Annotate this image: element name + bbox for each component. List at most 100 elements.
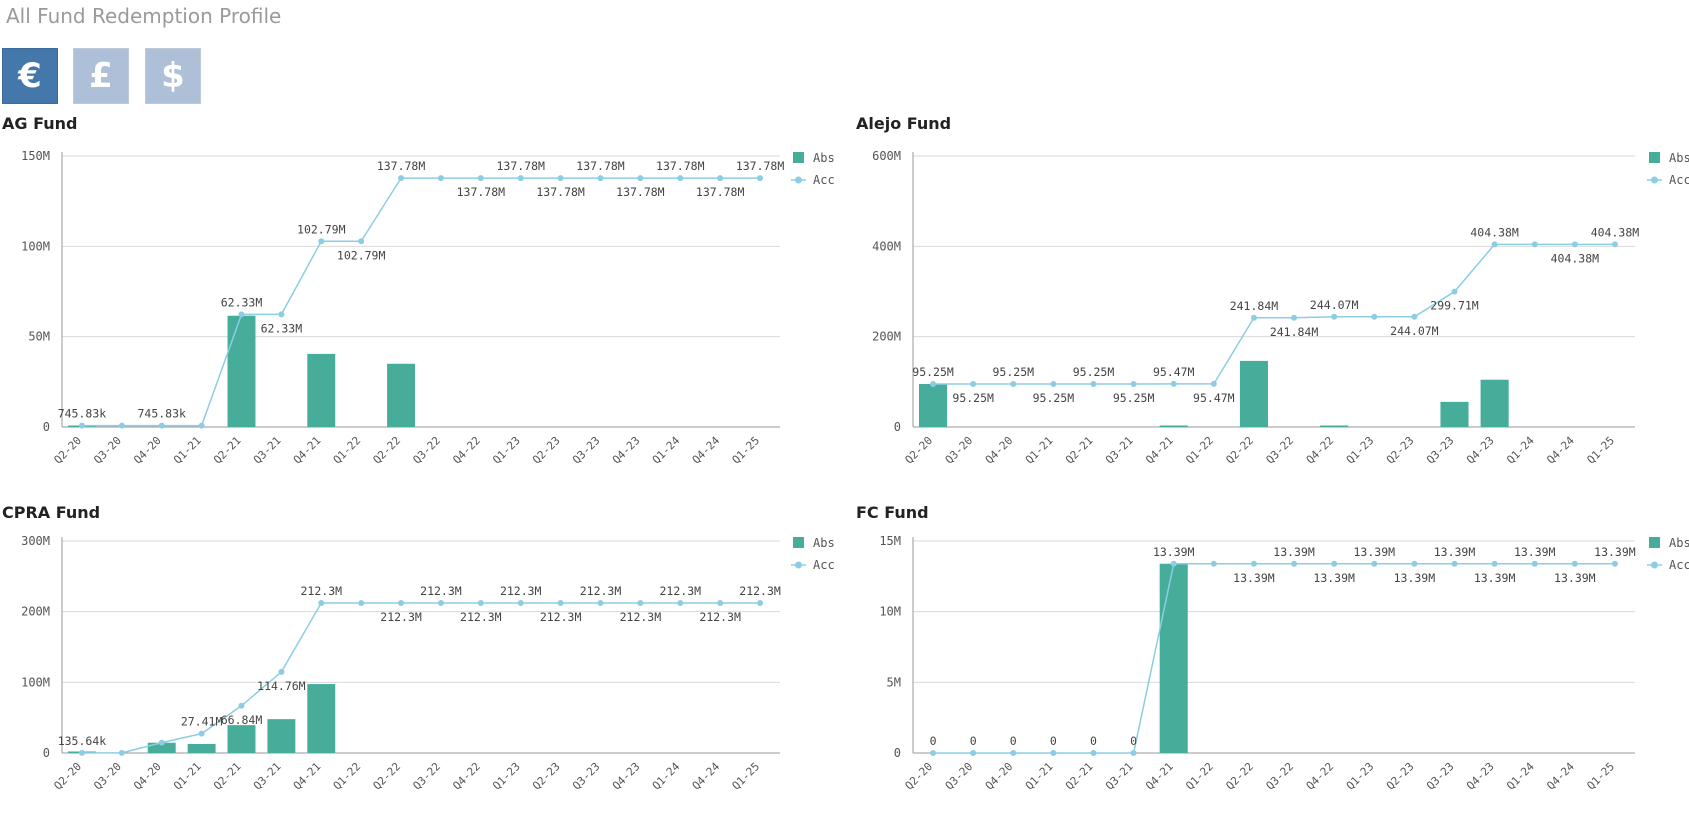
currency-pound-button[interactable]: £ [73, 48, 129, 104]
x-tick-label: Q1-22 [1183, 760, 1216, 793]
point-acc [118, 749, 125, 756]
legend-label-abs: Abs [813, 151, 835, 165]
bar-abs [307, 684, 336, 753]
legend-swatch-abs [793, 152, 804, 163]
point-acc [1050, 380, 1057, 387]
data-label: 241.84M [1230, 299, 1279, 313]
y-tick-label: 150M [21, 149, 50, 163]
data-label: 102.79M [337, 248, 386, 262]
data-label: 137.78M [696, 185, 745, 199]
data-label: 212.3M [460, 610, 502, 624]
x-tick-label: Q4-21 [1143, 760, 1176, 793]
point-acc [637, 175, 644, 182]
point-acc [1411, 560, 1418, 567]
point-acc [717, 175, 724, 182]
point-acc [278, 668, 285, 675]
data-label: 13.39M [1514, 545, 1556, 559]
y-tick-label: 600M [872, 149, 901, 163]
point-acc [1531, 560, 1538, 567]
point-acc [278, 311, 285, 318]
currency-euro-button[interactable]: € [2, 48, 58, 104]
legend-marker-acc [1651, 561, 1658, 569]
x-tick-label: Q3-20 [943, 434, 976, 467]
point-acc [358, 599, 365, 606]
legend-label-acc: Acc [1669, 173, 1689, 187]
data-label: 13.39M [1273, 545, 1315, 559]
x-tick-label: Q2-20 [51, 760, 84, 793]
x-tick-label: Q4-22 [450, 434, 483, 467]
data-label: 137.78M [457, 185, 506, 199]
x-tick-label: Q3-20 [943, 760, 976, 793]
bar-abs [187, 743, 216, 753]
data-label: 404.38M [1591, 225, 1640, 239]
x-tick-label: Q1-25 [730, 434, 763, 467]
point-acc [1371, 560, 1378, 567]
legend-label-abs: Abs [1669, 151, 1689, 165]
point-acc [78, 422, 85, 429]
x-tick-label: Q4-24 [690, 434, 723, 467]
point-acc [1611, 560, 1618, 567]
currency-dollar-button[interactable]: $ [145, 48, 201, 104]
y-tick-label: 100M [21, 239, 50, 253]
legend-label-acc: Acc [813, 558, 835, 572]
point-acc [1250, 560, 1257, 567]
x-tick-label: Q2-21 [211, 434, 244, 467]
x-tick-label: Q4-20 [983, 434, 1016, 467]
point-acc [1250, 314, 1257, 321]
x-tick-label: Q2-21 [1063, 434, 1096, 467]
page-title: All Fund Redemption Profile [6, 4, 282, 28]
point-acc [158, 739, 165, 746]
point-acc [1210, 560, 1217, 567]
data-label: 137.78M [616, 185, 665, 199]
x-tick-label: Q2-23 [1384, 760, 1417, 793]
data-label: 404.38M [1470, 225, 1519, 239]
x-tick-label: Q4-23 [1464, 434, 1497, 467]
legend-label-abs: Abs [813, 536, 835, 550]
point-acc [757, 599, 764, 606]
point-acc [318, 599, 325, 606]
chart-title-fc-fund: FC Fund [856, 503, 929, 522]
data-label: 212.3M [301, 584, 343, 598]
chart-title-alejo-fund: Alejo Fund [856, 114, 952, 133]
data-label: 27.41M [181, 715, 223, 729]
x-tick-label: Q3-22 [1264, 434, 1297, 467]
bar-abs [387, 363, 416, 427]
x-tick-label: Q4-23 [610, 434, 643, 467]
x-tick-label: Q1-23 [1344, 760, 1377, 793]
data-label: 0 [930, 734, 937, 748]
data-label: 0 [970, 734, 977, 748]
y-tick-label: 5M [887, 675, 901, 689]
x-tick-label: Q3-22 [410, 760, 443, 793]
point-acc [717, 599, 724, 606]
point-acc [477, 599, 484, 606]
point-acc [1291, 560, 1298, 567]
x-tick-label: Q2-23 [530, 760, 563, 793]
bar-abs [147, 742, 176, 753]
x-tick-label: Q2-20 [903, 434, 936, 467]
bar-abs [227, 725, 256, 753]
point-acc [1050, 750, 1057, 756]
x-tick-label: Q1-23 [1344, 434, 1377, 467]
point-acc [930, 750, 937, 756]
data-label: 212.3M [580, 584, 622, 598]
legend-marker-acc [1651, 176, 1658, 184]
data-label: 95.25M [952, 391, 994, 405]
x-tick-label: Q3-21 [1103, 760, 1136, 793]
point-acc [597, 175, 604, 182]
line-acc [933, 563, 1615, 754]
point-acc [118, 422, 125, 429]
legend-marker-acc [795, 176, 802, 184]
point-acc [1531, 241, 1538, 248]
point-acc [358, 238, 365, 245]
data-label: 95.25M [1073, 365, 1115, 379]
data-label: 212.3M [420, 584, 462, 598]
x-tick-label: Q4-20 [983, 760, 1016, 793]
x-tick-label: Q4-22 [1304, 760, 1337, 793]
point-acc [517, 175, 524, 182]
chart-title-ag-fund: AG Fund [2, 114, 78, 133]
data-label: 13.39M [1394, 571, 1436, 585]
x-tick-label: Q1-22 [331, 434, 364, 467]
x-tick-label: Q4-24 [690, 760, 723, 793]
